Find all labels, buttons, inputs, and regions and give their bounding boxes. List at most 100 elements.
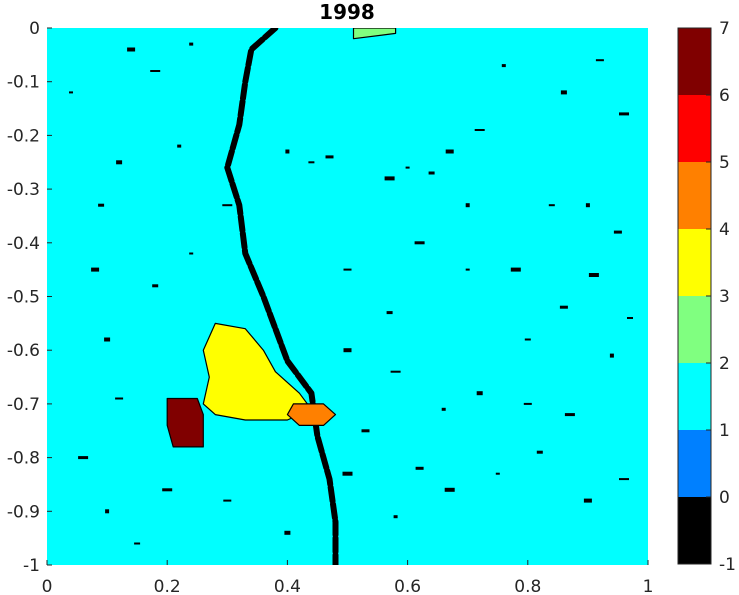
colorbar-tick-label: 0: [719, 488, 730, 508]
colorbar-tick-label: 7: [719, 19, 730, 39]
speck: [393, 515, 398, 519]
colorbar-tick-label: 4: [719, 220, 730, 240]
speck: [588, 273, 599, 277]
x-axis-ticks: 0 0.2 0.4 0.6 0.8 1: [42, 560, 654, 595]
x-tick-label: 0.4: [274, 577, 301, 595]
speck: [325, 155, 334, 159]
speck: [585, 203, 590, 208]
speck: [285, 149, 290, 154]
colorbar-band: [678, 497, 711, 564]
speck: [115, 397, 124, 400]
speck: [78, 456, 89, 460]
speck: [441, 407, 446, 411]
speck: [342, 471, 353, 476]
speck: [384, 176, 395, 181]
speck: [444, 487, 455, 492]
speck: [104, 337, 111, 342]
speck: [105, 509, 110, 514]
specks-layer: [69, 42, 633, 545]
speck: [414, 241, 425, 245]
speck: [91, 267, 100, 272]
speck: [595, 59, 604, 62]
x-tick-label: 0: [42, 577, 53, 595]
plot-background: [47, 28, 648, 565]
x-tick-label: 1: [643, 577, 654, 595]
colorbar-band: [678, 162, 711, 229]
y-tick-label: -1: [23, 556, 40, 576]
speck: [223, 499, 232, 502]
colorbar-band: [678, 363, 711, 430]
y-tick-label: -0.7: [7, 395, 40, 415]
speck: [222, 204, 233, 207]
x-tick-label: 0.2: [154, 577, 181, 595]
colorbar-tick-label: 3: [719, 287, 730, 307]
y-tick-label: 0: [29, 19, 40, 39]
y-tick-label: -0.6: [7, 341, 40, 361]
speck: [189, 252, 194, 255]
y-tick-label: -0.3: [7, 180, 40, 200]
speck: [627, 317, 633, 319]
speck: [524, 338, 531, 341]
speck: [564, 413, 575, 417]
speck: [343, 348, 352, 353]
colorbar-tick-label: 2: [719, 354, 730, 374]
speck: [501, 64, 506, 68]
speck: [343, 268, 352, 271]
plot-area: [47, 28, 648, 565]
speck: [134, 542, 141, 545]
speck: [495, 472, 500, 475]
speck: [536, 450, 543, 454]
colorbar-ticks: -1 0 1 2 3 4 5 6 7: [706, 19, 736, 575]
speck: [284, 530, 291, 535]
colorbar-band: [678, 95, 711, 162]
x-tick-label: 0.8: [514, 577, 541, 595]
speck: [98, 203, 105, 207]
speck: [415, 466, 424, 470]
y-tick-label: -0.9: [7, 502, 40, 522]
colorbar-band: [678, 28, 711, 95]
y-tick-label: -0.4: [7, 234, 40, 254]
colorbar-band: [678, 229, 711, 296]
speck: [386, 311, 393, 315]
speck: [619, 112, 629, 116]
colorbar-tick-label: 1: [719, 421, 730, 441]
region-green-patch: [352, 28, 397, 40]
speck: [127, 47, 136, 52]
speck: [474, 129, 485, 131]
speck: [405, 166, 410, 169]
y-axis-ticks: 0 -0.1 -0.2 -0.3 -0.4 -0.5 -0.6 -0.7 -0.8 -0.9 -1: [7, 19, 52, 576]
y-tick-label: -0.2: [7, 126, 40, 146]
chart-title: 1998: [319, 0, 375, 24]
speck: [152, 284, 159, 288]
speck: [465, 268, 470, 271]
speck: [177, 144, 182, 148]
speck: [150, 70, 161, 72]
colorbar-tick-label: -1: [719, 555, 736, 575]
speck: [619, 478, 629, 481]
colorbar-tick-label: 6: [719, 86, 730, 106]
speck: [548, 204, 555, 207]
speck: [476, 391, 483, 396]
colorbar: [677, 27, 712, 565]
speck: [162, 488, 173, 492]
speck: [559, 305, 568, 309]
colorbar-tick-label: 5: [719, 153, 730, 173]
speck: [428, 171, 435, 175]
speck: [583, 498, 592, 503]
speck: [361, 429, 370, 433]
speck: [465, 203, 470, 208]
regions-layer: [166, 28, 397, 565]
speck: [613, 230, 622, 234]
speck: [116, 160, 123, 165]
speck: [560, 90, 567, 95]
speck: [445, 149, 454, 154]
x-tick-label: 0.6: [394, 577, 421, 595]
speck: [523, 402, 532, 405]
speck: [609, 353, 614, 358]
y-tick-label: -0.8: [7, 449, 40, 469]
colorbar-band: [678, 430, 711, 497]
y-tick-label: -0.5: [7, 288, 40, 308]
colorbar-band: [678, 296, 711, 363]
speck: [390, 370, 401, 373]
